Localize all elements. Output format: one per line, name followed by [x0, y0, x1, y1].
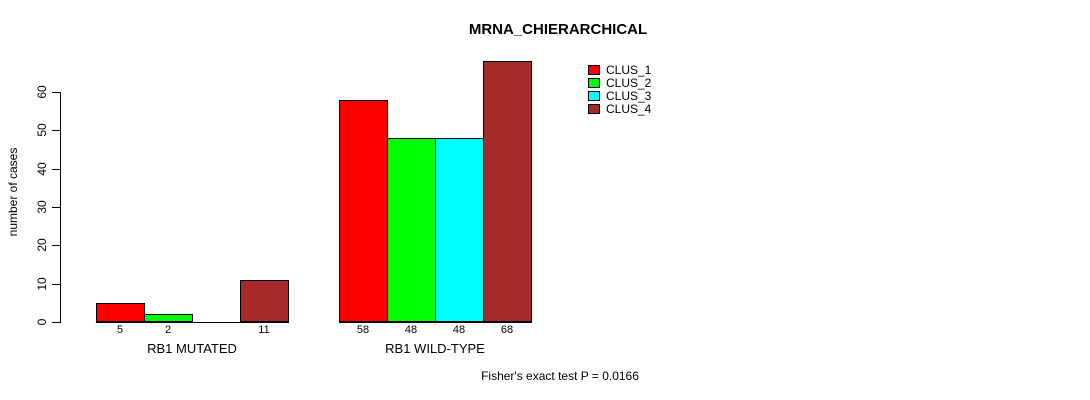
bar-clus_1: [96, 303, 145, 322]
bar-value-label: 48: [452, 324, 466, 336]
bar-value-label: 2: [164, 324, 172, 336]
legend-item: CLUS_4: [588, 101, 652, 116]
bar-clus_2: [387, 138, 436, 322]
bar-value-label: 11: [258, 324, 270, 336]
legend-label: CLUS_4: [606, 101, 652, 116]
bar-clus_1: [339, 100, 388, 322]
annotation-text: Fisher's exact test P = 0.0166: [481, 369, 639, 383]
legend-label: CLUS_3: [606, 88, 652, 103]
legend-item: CLUS_3: [588, 88, 652, 103]
legend-swatch-clus_2: [588, 77, 600, 88]
bar-clus_4: [483, 61, 532, 322]
legend-swatch-clus_4: [588, 103, 600, 114]
y-tick-mark: [52, 245, 60, 246]
group-baseline: [339, 322, 532, 323]
y-tick-mark: [52, 322, 60, 323]
y-tick-mark: [52, 284, 60, 285]
bar-value-label: 58: [356, 324, 370, 336]
legend-label: CLUS_2: [606, 75, 652, 90]
bar-value-label: 48: [404, 324, 418, 336]
legend: CLUS_1 CLUS_2 CLUS_3 CLUS_4: [588, 62, 652, 116]
y-tick-label: 60: [35, 85, 49, 99]
y-tick-label: 30: [35, 200, 49, 214]
legend-item: CLUS_2: [588, 75, 652, 90]
bar-clus_2: [144, 314, 193, 322]
y-tick-mark: [52, 92, 60, 93]
y-axis-label: number of cases: [6, 147, 20, 237]
y-tick-mark: [52, 169, 60, 170]
chart-title: MRNA_CHIERARCHICAL: [468, 21, 648, 38]
y-tick-label: 50: [35, 123, 49, 137]
y-tick-label: 0: [35, 318, 49, 326]
bar-value-label: 68: [500, 324, 514, 336]
category-label: RB1 WILD-TYPE: [385, 341, 485, 356]
y-tick-label: 40: [35, 162, 49, 176]
group-baseline: [96, 322, 289, 323]
legend-item: CLUS_1: [588, 62, 652, 77]
category-label: RB1 MUTATED: [147, 341, 237, 356]
y-axis-line: [60, 92, 61, 323]
legend-label: CLUS_1: [606, 62, 652, 77]
y-tick-mark: [52, 130, 60, 131]
legend-swatch-clus_1: [588, 64, 600, 75]
y-tick-label: 10: [35, 277, 49, 291]
y-tick-label: 20: [35, 238, 49, 252]
bar-value-label: 5: [116, 324, 124, 336]
legend-swatch-clus_3: [588, 90, 600, 101]
y-tick-mark: [52, 207, 60, 208]
bar-clus_3: [435, 138, 484, 322]
bar-clus_4: [240, 280, 289, 322]
